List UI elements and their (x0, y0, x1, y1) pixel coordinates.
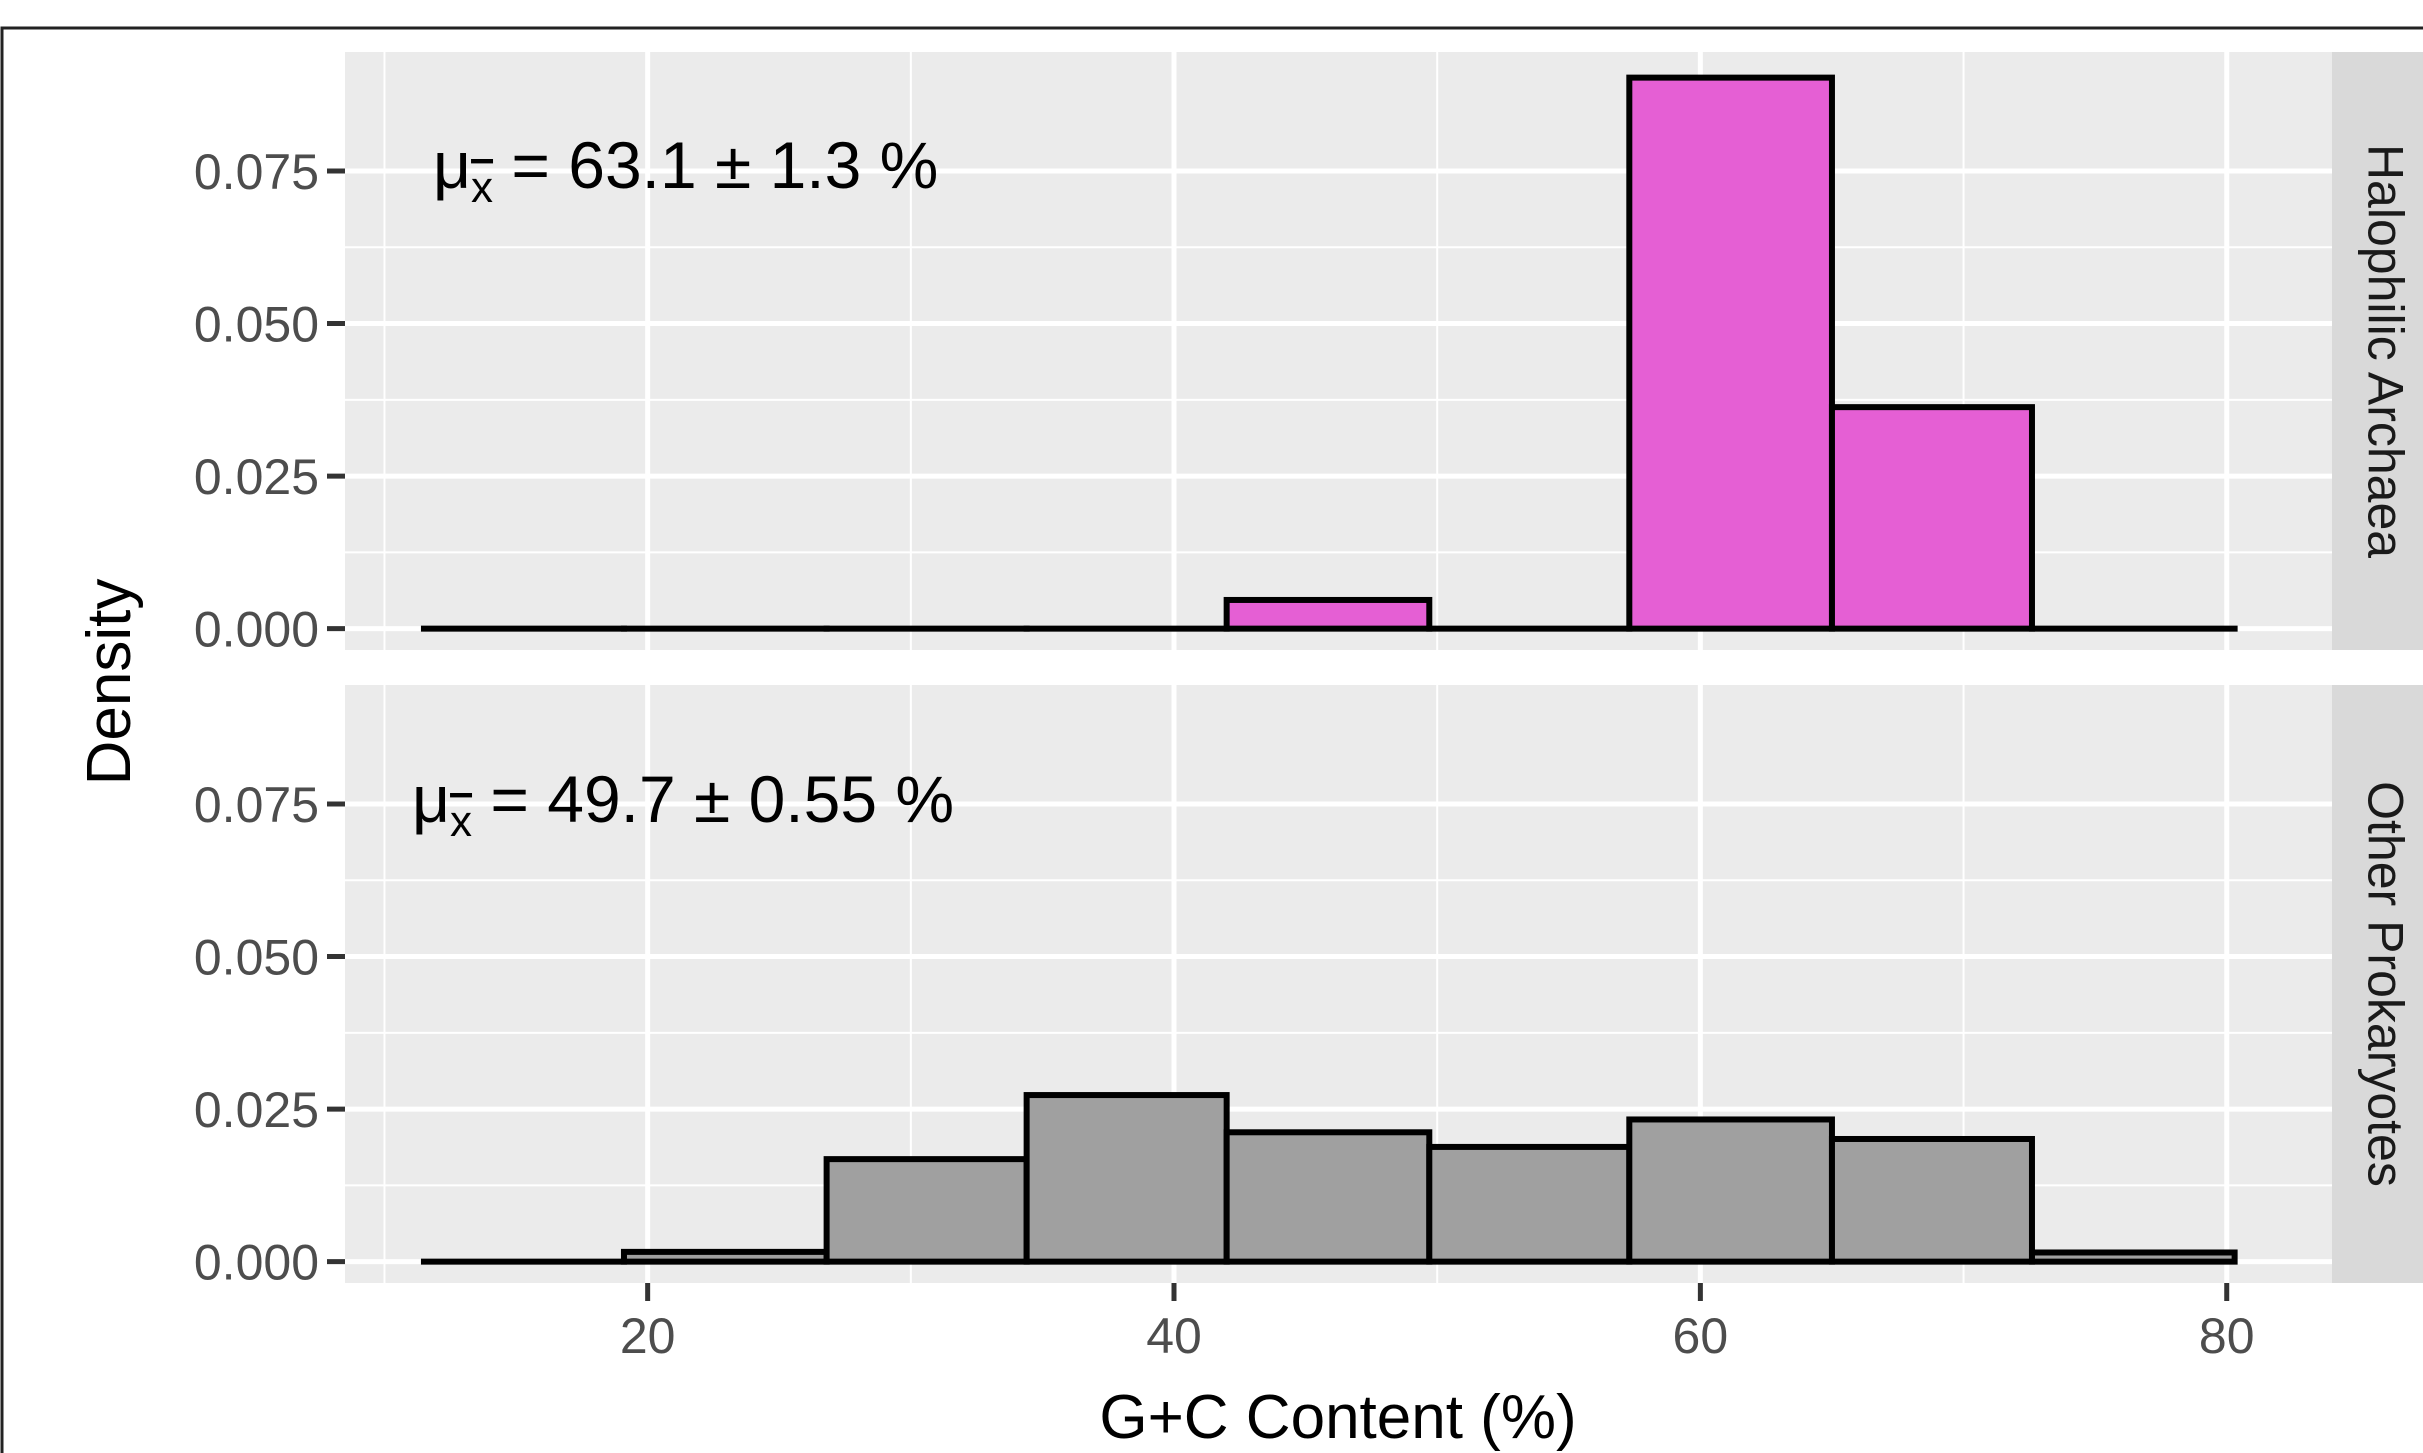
annotation-subscript: x (471, 163, 493, 212)
y-tick-label: 0.075 (194, 144, 319, 200)
y-tick-label: 0.050 (194, 297, 319, 353)
x-tick-label: 80 (2199, 1308, 2255, 1364)
y-tick-label: 0.050 (194, 930, 319, 986)
y-tick-label: 0.025 (194, 1082, 319, 1138)
facet-strip (2332, 52, 2423, 650)
mean-annotation: μx = 49.7 ± 0.55 % (412, 762, 954, 846)
x-axis: 20 40 60 80 (620, 1283, 2255, 1364)
x-tick-label: 40 (1146, 1308, 1202, 1364)
annotation-mu: μ (433, 128, 471, 202)
histogram-bar (1828, 404, 2035, 632)
histogram-bar (1626, 74, 1835, 632)
facet-strip-label: Halophilic Archaea (2358, 144, 2414, 558)
histogram-bar (1828, 1135, 2035, 1265)
panel-0: 0.000 0.025 0.050 0.075 μx = 63.1 ± 1.3 % Hal… (194, 52, 2423, 658)
histogram-bar (1626, 1116, 1835, 1265)
x-tick-label: 60 (1673, 1308, 1729, 1364)
y-tick-label: 0.025 (194, 449, 319, 505)
histogram-bar (823, 1156, 1030, 1265)
facet-strip (2332, 685, 2423, 1283)
figure-border (0, 26, 2423, 1453)
x-axis-title: G+C Content (%) (1099, 1383, 1576, 1452)
histogram-bar (1426, 1143, 1633, 1265)
facet-strip-label: Other Prokaryotes (2358, 781, 2414, 1187)
x-tick-label: 20 (620, 1308, 676, 1364)
histogram-bar (620, 1248, 830, 1265)
y-tick-label: 0.075 (194, 777, 319, 833)
panel-1: 0.000 0.025 0.050 0.075 μx = 49.7 ± 0.55 % Ot… (194, 685, 2423, 1291)
y-axis-title: Density (75, 579, 144, 786)
y-tick-label: 0.000 (194, 1235, 319, 1291)
annotation-value: = 49.7 ± 0.55 % (472, 762, 954, 836)
histogram-bar (2028, 1249, 2238, 1265)
histogram-bar (1223, 1129, 1433, 1265)
mean-annotation: μx = 63.1 ± 1.3 % (433, 128, 938, 212)
annotation-subscript: x (450, 797, 472, 846)
annotation-mu: μ (412, 762, 450, 836)
histogram-bar (1023, 1092, 1230, 1265)
annotation-value: = 63.1 ± 1.3 % (493, 128, 938, 202)
y-tick-label: 0.000 (194, 602, 319, 658)
histogram-bar (1223, 596, 1433, 632)
